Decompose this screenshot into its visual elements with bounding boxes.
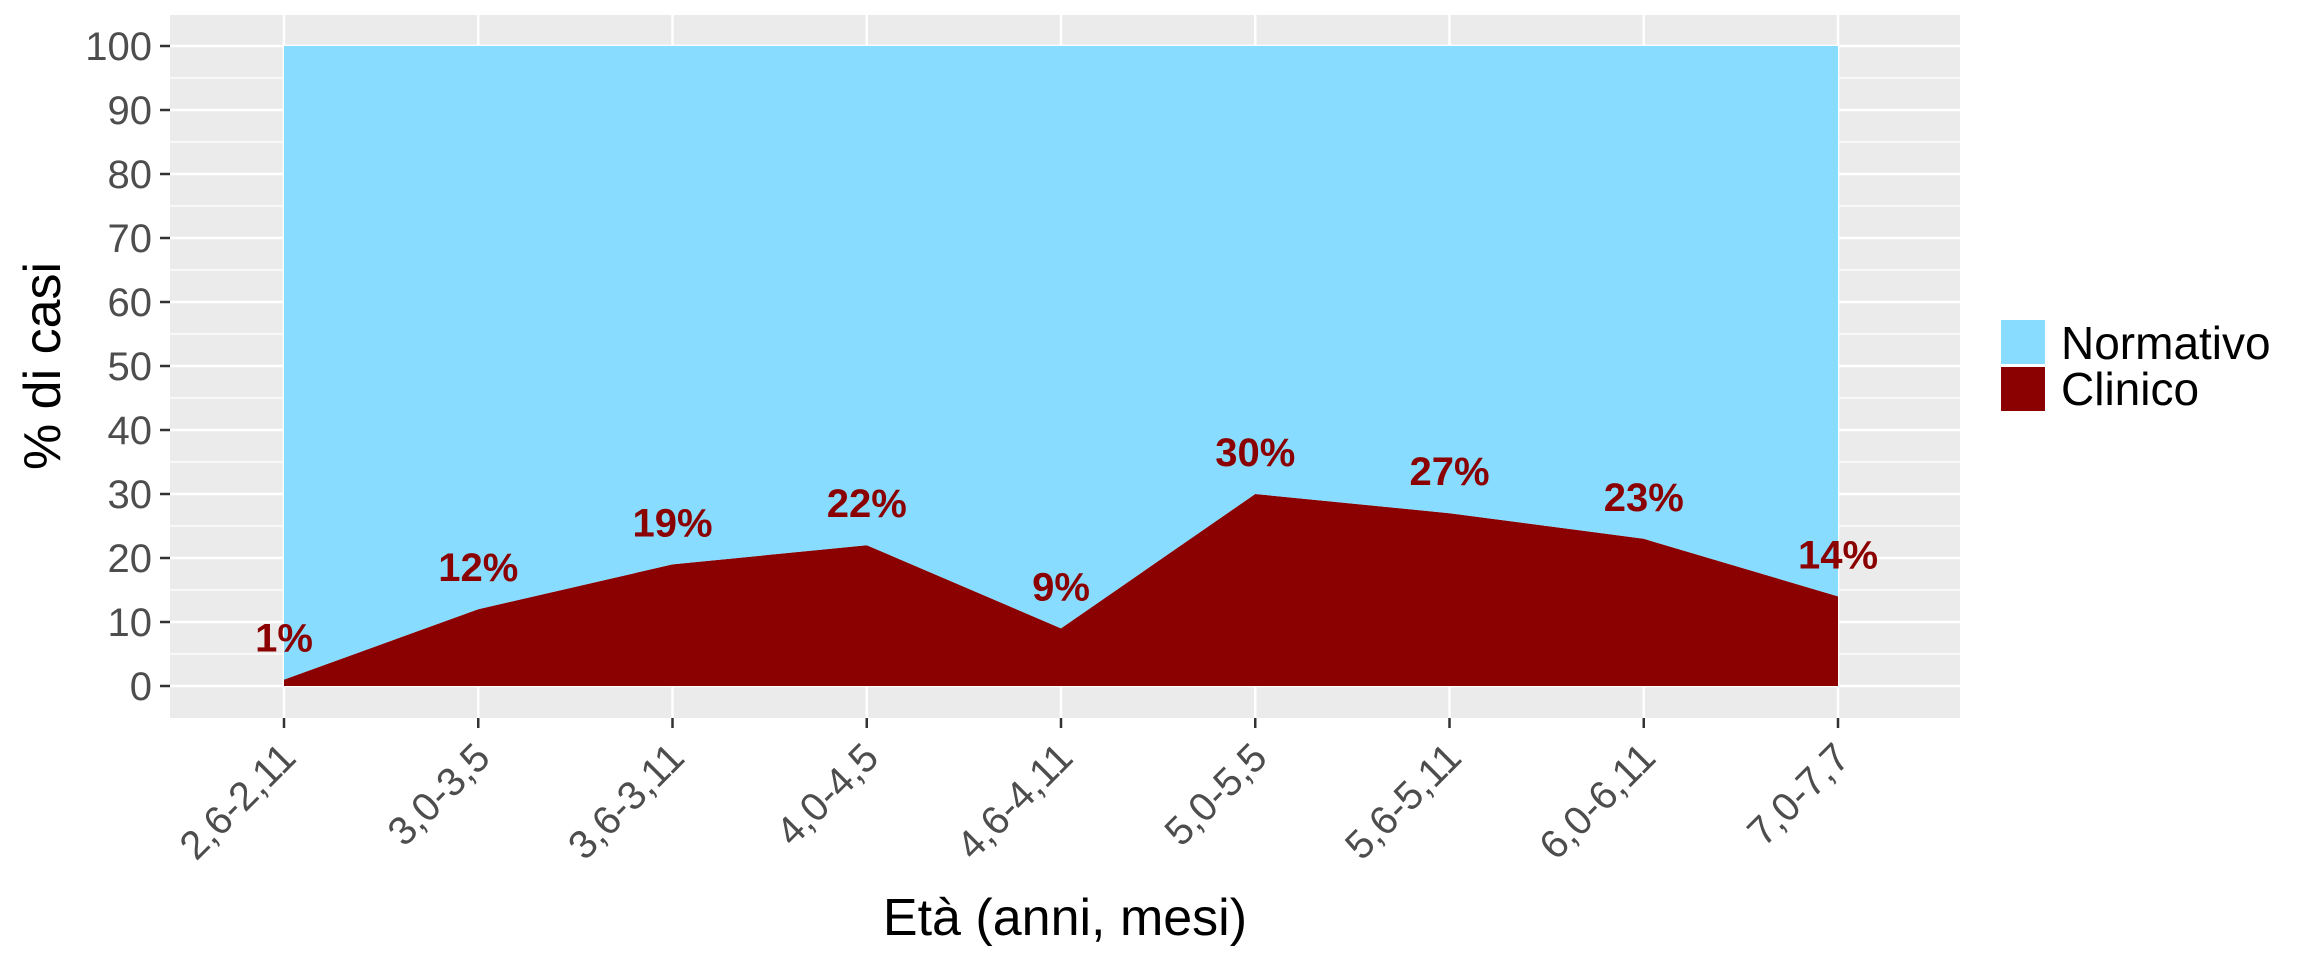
x-tick-label: 6,0-6,11 bbox=[1531, 735, 1664, 868]
data-label: 30% bbox=[1215, 431, 1295, 475]
data-label: 1% bbox=[255, 617, 313, 661]
legend-key-clinico bbox=[2001, 367, 2045, 411]
x-tick-label: 3,6-3,11 bbox=[560, 735, 693, 868]
y-tick-label: 100 bbox=[85, 25, 152, 69]
data-label: 9% bbox=[1032, 565, 1090, 609]
data-label: 23% bbox=[1604, 476, 1684, 520]
legend-label-clinico: Clinico bbox=[2061, 363, 2199, 415]
area-normativo bbox=[284, 46, 1838, 680]
data-label: 14% bbox=[1798, 533, 1878, 577]
legend-label-normativo: Normativo bbox=[2061, 317, 2271, 369]
x-tick-label: 7,0-7,7 bbox=[1739, 735, 1858, 854]
legend-key-normativo bbox=[2001, 320, 2045, 364]
legend: Normativo Clinico bbox=[2001, 317, 2271, 415]
y-tick-label: 60 bbox=[108, 281, 153, 325]
y-tick-label: 20 bbox=[108, 537, 153, 581]
x-tick-label: 5,0-5,5 bbox=[1156, 735, 1275, 854]
data-label: 12% bbox=[438, 546, 518, 590]
data-labels: 1% 12% 19% 22% 9% 30% 27% 23% 14% bbox=[255, 431, 1878, 661]
y-tick-label: 30 bbox=[108, 473, 153, 517]
x-axis: 2,6-2,11 3,0-3,5 3,6-3,11 4,0-4,5 4,6-4,11 5,… bbox=[172, 718, 1858, 868]
data-label: 19% bbox=[632, 501, 712, 545]
x-tick-label: 4,6-4,11 bbox=[949, 735, 1082, 868]
x-tick-label: 5,6-5,11 bbox=[1337, 735, 1470, 868]
data-label: 27% bbox=[1409, 450, 1489, 494]
data-label: 22% bbox=[827, 482, 907, 526]
y-tick-label: 50 bbox=[108, 345, 153, 389]
x-tick-label: 2,6-2,11 bbox=[172, 735, 305, 868]
y-tick-label: 80 bbox=[108, 153, 153, 197]
area-clinico bbox=[284, 494, 1838, 686]
y-tick-label: 0 bbox=[130, 665, 152, 709]
y-tick-label: 90 bbox=[108, 89, 153, 133]
y-tick-label: 70 bbox=[108, 217, 153, 261]
area-series bbox=[284, 46, 1838, 686]
y-axis: 0 10 20 30 40 50 60 70 80 90 100 bbox=[85, 25, 170, 709]
x-axis-title: Età (anni, mesi) bbox=[883, 889, 1247, 947]
x-tick-label: 3,0-3,5 bbox=[379, 735, 498, 854]
x-tick-label: 4,0-4,5 bbox=[768, 735, 887, 854]
y-tick-label: 10 bbox=[108, 601, 153, 645]
y-axis-title: % di casi bbox=[14, 262, 72, 470]
y-tick-label: 40 bbox=[108, 409, 153, 453]
